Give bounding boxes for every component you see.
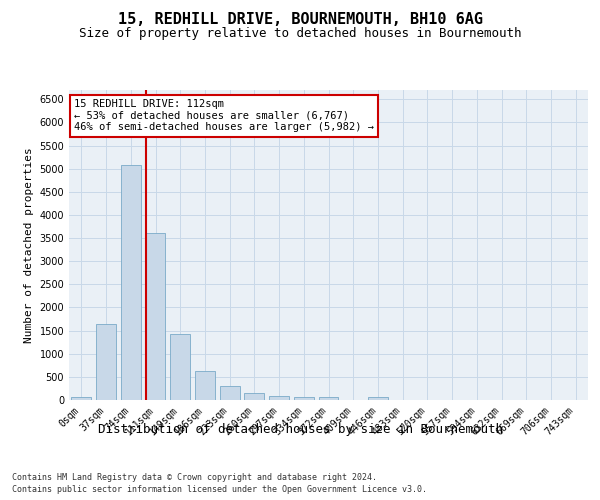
Bar bbox=[146, 234, 166, 400]
Text: 15, REDHILL DRIVE, BOURNEMOUTH, BH10 6AG: 15, REDHILL DRIVE, BOURNEMOUTH, BH10 6AG bbox=[118, 12, 482, 28]
Bar bbox=[195, 371, 215, 400]
Bar bbox=[244, 393, 264, 400]
Text: 15 REDHILL DRIVE: 112sqm
← 53% of detached houses are smaller (6,767)
46% of sem: 15 REDHILL DRIVE: 112sqm ← 53% of detach… bbox=[74, 100, 374, 132]
Bar bbox=[220, 386, 239, 400]
Bar bbox=[96, 324, 116, 400]
Bar bbox=[319, 397, 338, 400]
Bar bbox=[269, 396, 289, 400]
Bar bbox=[71, 396, 91, 400]
Bar bbox=[121, 165, 140, 400]
Bar bbox=[294, 398, 314, 400]
Text: Distribution of detached houses by size in Bournemouth: Distribution of detached houses by size … bbox=[97, 422, 503, 436]
Bar bbox=[170, 334, 190, 400]
Text: Size of property relative to detached houses in Bournemouth: Size of property relative to detached ho… bbox=[79, 28, 521, 40]
Y-axis label: Number of detached properties: Number of detached properties bbox=[24, 147, 34, 343]
Text: Contains public sector information licensed under the Open Government Licence v3: Contains public sector information licen… bbox=[12, 485, 427, 494]
Bar bbox=[368, 397, 388, 400]
Text: Contains HM Land Registry data © Crown copyright and database right 2024.: Contains HM Land Registry data © Crown c… bbox=[12, 472, 377, 482]
